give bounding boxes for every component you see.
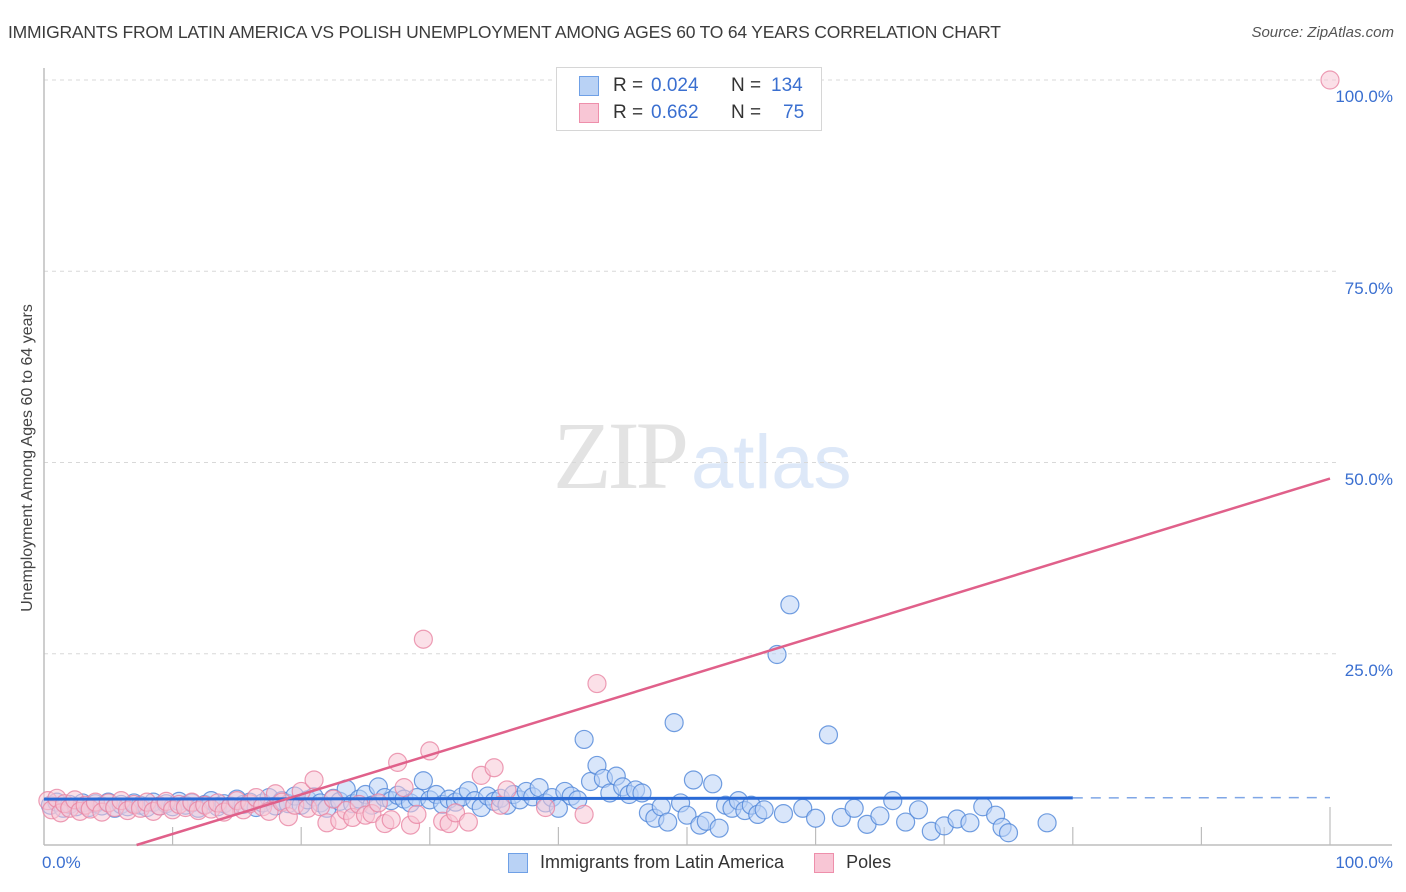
legend-row-immigrants: R = 0.024 N = 134 (579, 74, 803, 98)
legend-swatch-pink (579, 103, 599, 123)
y-tick-75: 75.0% (1344, 279, 1393, 298)
data-point (883, 791, 903, 811)
data-point (368, 793, 388, 813)
legend-n-value: 75 (783, 102, 805, 123)
series-legend: Immigrants from Latin America Poles (508, 852, 921, 873)
legend-item-poles[interactable]: Poles (814, 852, 891, 873)
data-point (709, 818, 729, 838)
y-tick-100: 100.0% (1335, 87, 1393, 106)
legend-row-poles: R = 0.662 N = 75 (579, 101, 804, 125)
legend-r-label: R = (613, 102, 644, 123)
axes (43, 68, 1392, 846)
data-point (870, 806, 890, 826)
legend-swatch-pink (814, 852, 835, 873)
data-point (304, 770, 324, 790)
data-point (818, 725, 839, 745)
y-tick-25: 25.0% (1344, 661, 1393, 680)
trend-lines (43, 477, 1331, 847)
data-point (497, 780, 517, 800)
data-point (484, 758, 504, 778)
data-point (413, 771, 433, 791)
y-tick-50: 50.0% (1344, 470, 1393, 489)
data-point (703, 774, 723, 794)
legend-r-value: 0.024 (651, 75, 699, 96)
data-point (574, 804, 594, 825)
data-point (896, 812, 916, 832)
data-point (458, 812, 478, 832)
legend-label-immigrants: Immigrants from Latin America (540, 852, 785, 872)
chart-title: IMMIGRANTS FROM LATIN AMERICA VS POLISH … (8, 22, 1001, 42)
legend-item-immigrants[interactable]: Immigrants from Latin America (508, 852, 784, 873)
data-point (381, 810, 401, 830)
data-point (1320, 70, 1340, 90)
correlation-legend: R = 0.024 N = 134 R = 0.662 N = 75 (556, 67, 822, 131)
data-point (574, 729, 594, 750)
legend-swatch-blue (508, 852, 528, 873)
data-point (677, 805, 697, 825)
legend-n-value: 134 (771, 75, 803, 96)
trend-line-poles (136, 477, 1331, 847)
legend-r-value: 0.662 (651, 102, 699, 123)
data-point (664, 712, 684, 733)
data-point (754, 800, 774, 820)
data-point (780, 595, 800, 615)
x-tick-0: 0.0% (42, 853, 81, 872)
data-point (805, 808, 826, 828)
gridlines (44, 79, 1336, 655)
data-point (1037, 813, 1057, 833)
data-point (908, 800, 929, 820)
data-point (683, 770, 704, 790)
data-point (535, 797, 556, 818)
data-point (998, 823, 1019, 843)
x-tick-100: 100.0% (1335, 853, 1393, 872)
data-point (773, 804, 794, 824)
watermark-zip: ZIP (553, 402, 689, 509)
data-point (658, 812, 678, 832)
data-point (960, 813, 980, 833)
trend-line-immigrants (43, 796, 1073, 801)
legend-label-poles: Poles (846, 852, 892, 872)
legend-n-label: N = (731, 102, 762, 123)
data-point (587, 673, 607, 694)
data-point (844, 798, 864, 818)
series-poles (38, 70, 1340, 835)
watermark: ZIPatlas (553, 408, 852, 504)
legend-n-label: N = (731, 75, 762, 96)
data-point (394, 778, 414, 798)
data-point (407, 804, 427, 825)
source-label: Source: ZipAtlas.com (1251, 24, 1394, 41)
legend-swatch-blue (579, 76, 599, 96)
legend-r-label: R = (613, 75, 644, 96)
data-point (413, 629, 433, 649)
